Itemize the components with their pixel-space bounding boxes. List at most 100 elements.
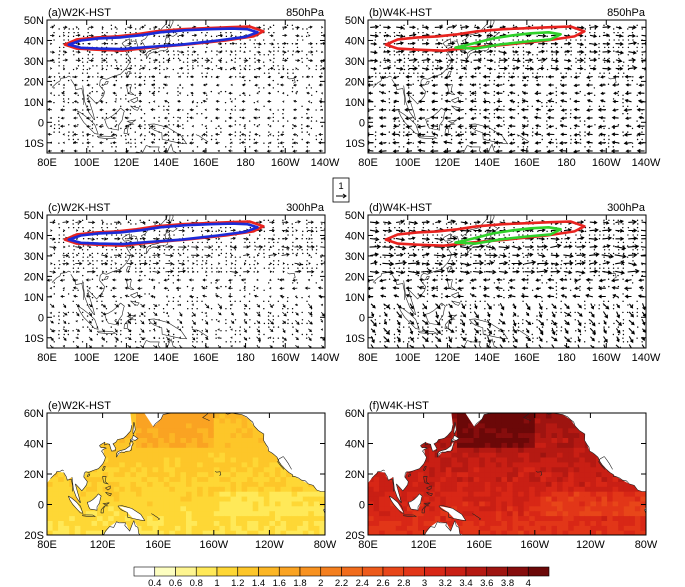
wind-vector: [230, 141, 233, 144]
significance-dot: [422, 39, 424, 41]
significance-dot: [522, 300, 524, 303]
significance-dot: [398, 226, 401, 229]
wind-vector: [88, 149, 91, 153]
significance-dot: [168, 249, 170, 251]
significance-dot: [408, 142, 410, 144]
wind-vector: [499, 303, 505, 311]
significance-dot: [248, 120, 251, 122]
significance-dot: [143, 138, 146, 141]
significance-dot: [263, 39, 265, 41]
significance-dot: [536, 127, 538, 130]
significance-dot: [134, 43, 136, 45]
significance-dot: [527, 230, 529, 233]
significance-dot: [613, 223, 615, 225]
significance-dot: [607, 278, 610, 280]
significance-dot: [522, 142, 525, 144]
significance-dot: [593, 330, 596, 332]
significance-dot: [469, 308, 472, 310]
sst-cell: [52, 476, 59, 482]
significance-dot: [551, 54, 553, 56]
wind-vector: [573, 75, 580, 79]
significance-dot: [484, 319, 486, 321]
significance-dot: [149, 90, 151, 93]
significance-dot: [272, 79, 274, 82]
significance-dot: [125, 39, 127, 41]
significance-dot: [632, 260, 634, 262]
wind-vector: [573, 149, 580, 153]
significance-dot: [470, 249, 472, 251]
significance-dot: [296, 43, 299, 45]
significance-dot: [282, 76, 284, 78]
wind-vector: [254, 108, 259, 112]
wind-vector: [418, 116, 425, 121]
wind-vector: [499, 260, 509, 266]
significance-dot: [564, 226, 567, 229]
wind-vector: [49, 237, 56, 241]
significance-dot: [291, 311, 294, 314]
wind-vector: [114, 262, 118, 265]
wind-vector: [628, 41, 638, 46]
significance-dot: [244, 278, 246, 280]
significance-dot: [225, 50, 227, 52]
significance-dot: [258, 311, 260, 314]
significance-dot: [167, 101, 170, 104]
significance-dot: [92, 65, 94, 67]
significance-dot: [239, 267, 242, 269]
wind-vector: [473, 311, 479, 319]
significance-dot: [508, 263, 510, 266]
significance-dot: [116, 61, 118, 63]
significance-dot: [125, 98, 127, 100]
wind-vector: [379, 278, 387, 283]
significance-dot: [258, 124, 261, 126]
significance-dot: [287, 249, 289, 251]
significance-dot: [244, 46, 247, 49]
wind-vector: [178, 50, 185, 54]
significance-dot: [570, 65, 573, 67]
wind-vector: [612, 83, 619, 87]
wind-vector: [49, 116, 52, 120]
panel-label: (c)W2K-HST: [48, 202, 111, 214]
significance-dot: [134, 315, 136, 317]
wind-vector: [487, 336, 491, 344]
significance-dot: [446, 116, 448, 119]
significance-dot: [570, 76, 572, 78]
wind-vector: [551, 336, 558, 342]
wind-vector: [281, 220, 289, 225]
wind-vector: [127, 328, 132, 333]
wind-vector: [521, 124, 529, 128]
significance-dot: [305, 87, 308, 89]
significance-dot: [622, 341, 625, 343]
significance-dot: [263, 28, 265, 30]
wind-vector: [393, 124, 399, 128]
significance-dot: [422, 282, 424, 284]
significance-dot: [77, 113, 79, 115]
significance-dot: [158, 326, 161, 328]
significance-dot: [249, 57, 251, 60]
wind-vector: [152, 287, 156, 290]
significance-dot: [637, 271, 639, 273]
wind-vector: [468, 124, 477, 129]
wind-vector: [256, 254, 260, 257]
significance-dot: [436, 333, 438, 336]
significance-dot: [450, 223, 452, 225]
significance-dot: [460, 76, 462, 78]
significance-dot: [427, 260, 429, 262]
wind-vector: [443, 107, 451, 112]
significance-dot: [555, 256, 558, 258]
significance-dot: [517, 54, 519, 56]
significance-dot: [607, 146, 610, 148]
significance-dot: [512, 333, 514, 336]
wind-vector: [508, 285, 516, 290]
significance-dot: [129, 109, 132, 111]
wind-vector: [560, 294, 567, 298]
significance-dot: [503, 76, 505, 78]
significance-dot: [488, 113, 491, 115]
significance-dot: [320, 226, 322, 229]
wind-vector: [589, 34, 598, 38]
wind-vector: [47, 132, 52, 136]
significance-dot: [398, 274, 400, 277]
significance-dot: [545, 271, 548, 273]
significance-dot: [403, 54, 405, 56]
significance-dot: [91, 326, 94, 328]
wind-vector: [307, 83, 311, 86]
